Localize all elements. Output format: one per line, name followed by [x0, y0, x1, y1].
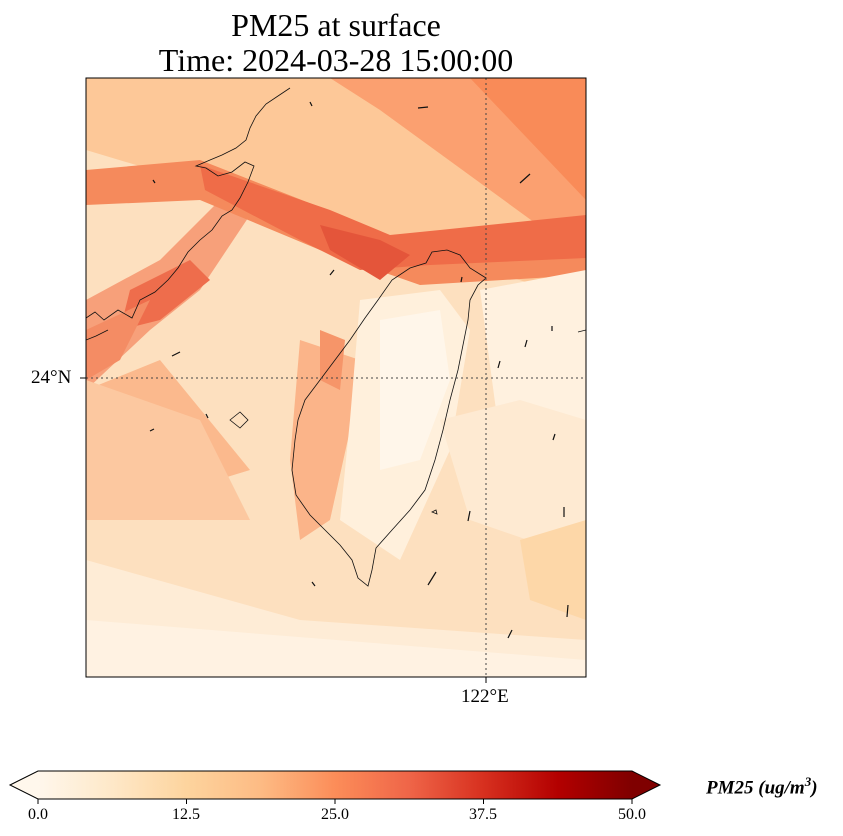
- colorbar-tick-label: 50.0: [618, 806, 646, 823]
- china-coastline: [86, 87, 291, 321]
- colorbar-tick-label: 37.5: [469, 806, 497, 823]
- lon-tick-label: 122°E: [461, 686, 509, 707]
- lat-tick-label: 24°N: [31, 367, 72, 388]
- colorbar-label: PM25 (ug/m3): [706, 774, 818, 799]
- colorbar: [8, 770, 662, 804]
- plot-title-line-1: PM25 at surface: [231, 7, 441, 43]
- wind-arrows: [149, 101, 569, 639]
- plot-title-line-2: Time: 2024-03-28 15:00:00: [158, 42, 514, 78]
- colorbar-tick-label: 12.5: [172, 806, 200, 823]
- gridlines: [86, 78, 586, 677]
- colorbar-tick-label: 25.0: [321, 806, 349, 823]
- coastlines: [86, 87, 586, 587]
- taiwan-coastline: [291, 249, 487, 587]
- colorbar-tick-label: 0.0: [28, 806, 48, 823]
